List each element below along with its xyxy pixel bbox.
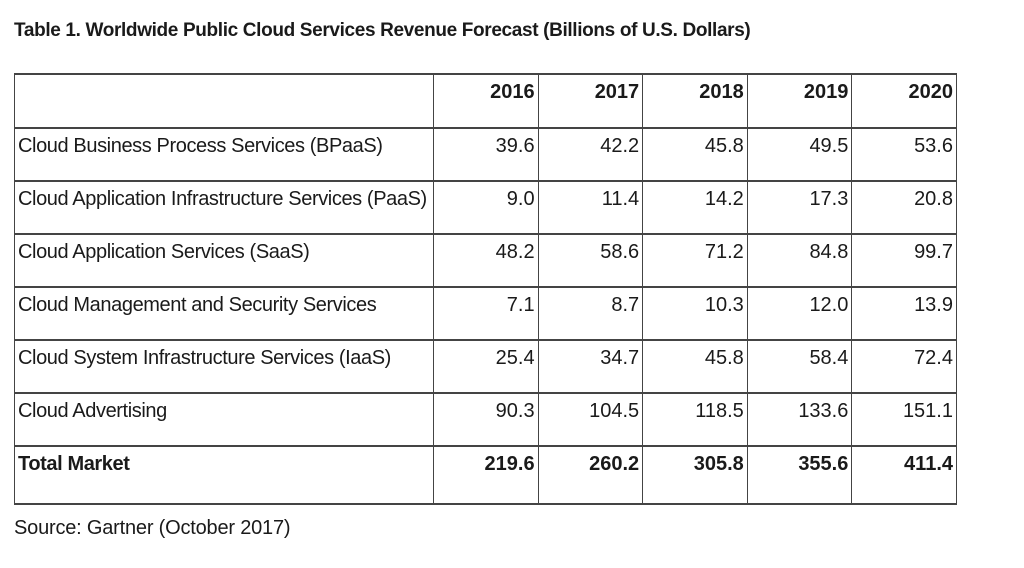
table-row: Cloud Business Process Services (BPaaS) 3… [14,127,957,182]
value-cell: 118.5 [642,392,748,447]
value-cell: 99.7 [851,233,957,288]
value-cell: 72.4 [851,339,957,394]
row-label: Total Market [14,445,434,505]
header-year-2017: 2017 [537,73,644,129]
header-empty-cell [14,73,434,129]
value-cell: 17.3 [746,180,853,235]
value-cell: 219.6 [433,445,539,505]
value-cell: 84.8 [746,233,853,288]
header-year-2018: 2018 [642,73,748,129]
value-cell: 14.2 [642,180,748,235]
table-body: Cloud Business Process Services (BPaaS) 3… [14,127,957,505]
row-label: Cloud Business Process Services (BPaaS) [14,127,434,182]
value-cell: 58.4 [746,339,853,394]
row-label: Cloud System Infrastructure Services (Ia… [14,339,434,394]
value-cell: 260.2 [537,445,644,505]
table-row: Cloud Advertising 90.3 104.5 118.5 133.6 151.… [14,392,957,447]
row-label: Cloud Management and Security Services [14,286,434,341]
row-label: Cloud Application Services (SaaS) [14,233,434,288]
value-cell: 8.7 [537,286,644,341]
value-cell: 58.6 [537,233,644,288]
revenue-forecast-table: 2016 2017 2018 2019 2020 Cloud Business Proc… [14,73,957,505]
table-row: Cloud Management and Security Services 7.… [14,286,957,341]
header-year-2016: 2016 [433,73,539,129]
value-cell: 13.9 [851,286,957,341]
value-cell: 7.1 [433,286,539,341]
row-label: Cloud Application Infrastructure Service… [14,180,434,235]
value-cell: 42.2 [537,127,644,182]
value-cell: 48.2 [433,233,539,288]
value-cell: 39.6 [433,127,539,182]
table-row: Cloud Application Infrastructure Service… [14,180,957,235]
value-cell: 355.6 [746,445,853,505]
value-cell: 12.0 [746,286,853,341]
row-label: Cloud Advertising [14,392,434,447]
table-row: Cloud Application Services (SaaS) 48.2 58.… [14,233,957,288]
source-note: Source: Gartner (October 2017) [14,517,291,539]
value-cell: 9.0 [433,180,539,235]
value-cell: 90.3 [433,392,539,447]
value-cell: 53.6 [851,127,957,182]
value-cell: 305.8 [642,445,748,505]
value-cell: 104.5 [537,392,644,447]
table-row: Cloud System Infrastructure Services (Ia… [14,339,957,394]
table-title: Table 1. Worldwide Public Cloud Services… [14,20,751,41]
total-row: Total Market 219.6 260.2 305.8 355.6 411.4 [14,445,957,505]
header-year-2019: 2019 [746,73,853,129]
header-year-2020: 2020 [851,73,957,129]
header-row: 2016 2017 2018 2019 2020 [14,73,957,129]
value-cell: 11.4 [537,180,644,235]
value-cell: 20.8 [851,180,957,235]
value-cell: 10.3 [642,286,748,341]
value-cell: 133.6 [746,392,853,447]
page: Table 1. Worldwide Public Cloud Services… [14,20,957,539]
value-cell: 34.7 [537,339,644,394]
value-cell: 151.1 [851,392,957,447]
value-cell: 25.4 [433,339,539,394]
value-cell: 411.4 [851,445,957,505]
value-cell: 45.8 [642,127,748,182]
value-cell: 49.5 [746,127,853,182]
value-cell: 45.8 [642,339,748,394]
value-cell: 71.2 [642,233,748,288]
